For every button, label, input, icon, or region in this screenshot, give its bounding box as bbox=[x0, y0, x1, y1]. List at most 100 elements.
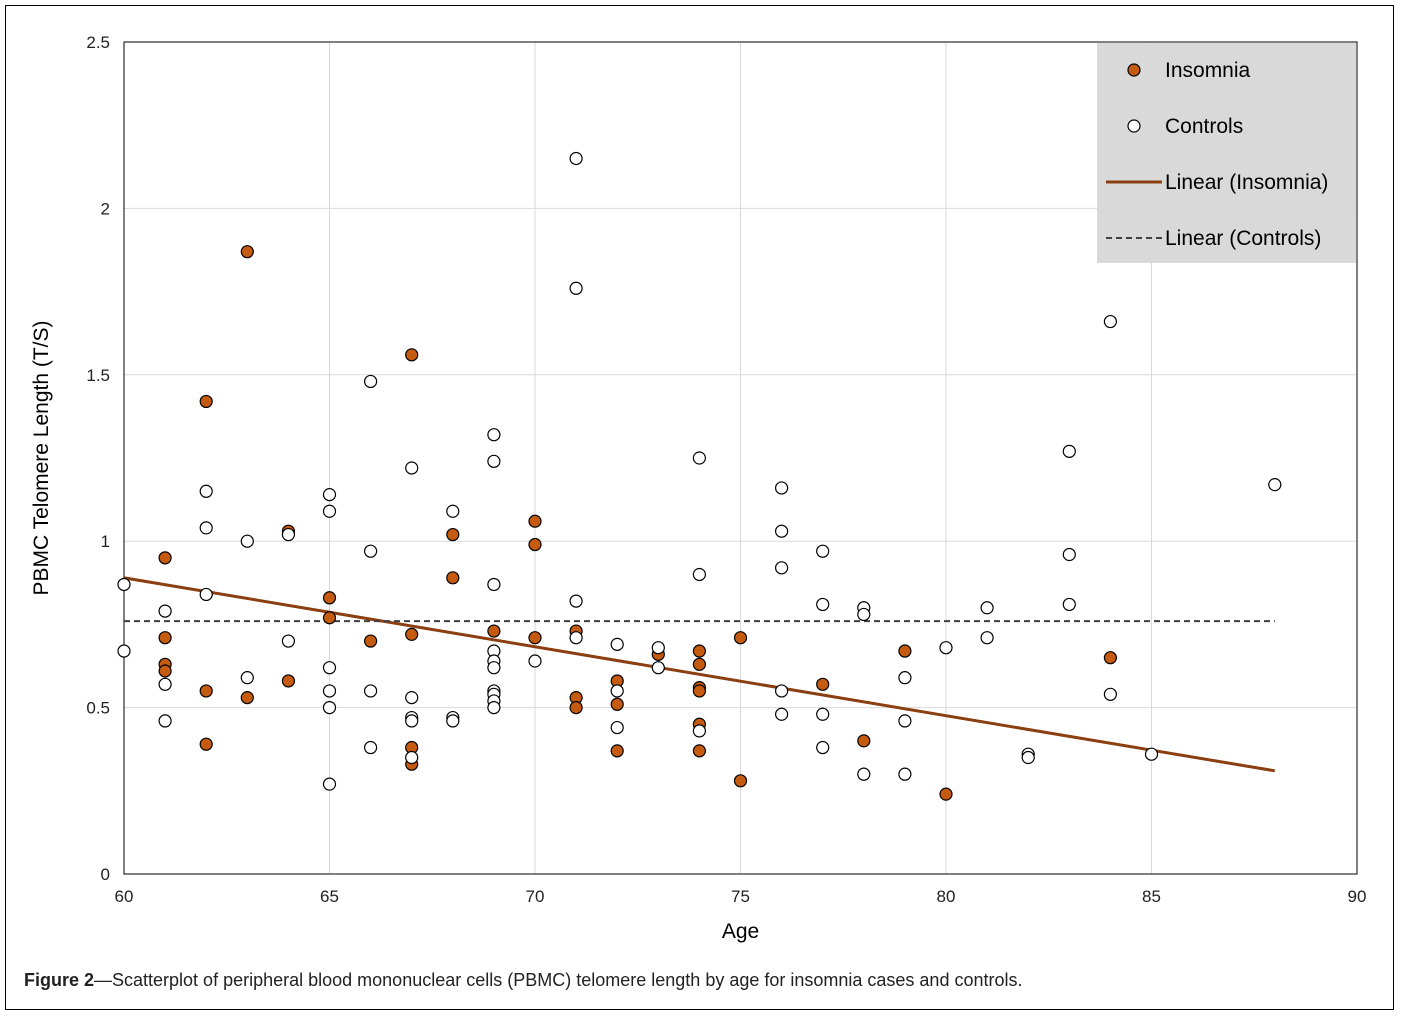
insomnia-point bbox=[322, 611, 337, 625]
legend-insomnia-marker bbox=[1127, 63, 1141, 77]
control-point bbox=[281, 634, 295, 648]
control-point bbox=[816, 597, 830, 612]
control-point bbox=[487, 577, 501, 592]
control-point bbox=[692, 451, 707, 465]
control-point bbox=[980, 601, 994, 615]
control-point bbox=[1268, 478, 1282, 492]
control-point bbox=[610, 720, 624, 735]
control-point bbox=[1062, 597, 1076, 612]
control-point bbox=[199, 587, 213, 602]
control-point bbox=[651, 641, 665, 655]
plot-area-border bbox=[123, 41, 1358, 875]
insomnia-point bbox=[405, 627, 419, 641]
insomnia-point bbox=[610, 744, 624, 758]
insomnia-point bbox=[240, 691, 254, 705]
insomnia-point bbox=[528, 514, 542, 528]
control-point bbox=[240, 671, 254, 685]
control-point bbox=[1144, 747, 1159, 761]
control-point bbox=[898, 767, 912, 781]
control-point bbox=[281, 527, 295, 542]
figure-frame bbox=[5, 5, 1394, 1010]
control-point bbox=[610, 684, 624, 698]
control-point bbox=[117, 644, 131, 658]
legend-controls: Controls bbox=[1127, 115, 1243, 138]
control-point bbox=[446, 504, 460, 518]
control-point bbox=[446, 714, 460, 728]
control-point bbox=[364, 544, 378, 558]
insomnia-point bbox=[199, 684, 213, 698]
x-tick-label: 60 bbox=[115, 887, 134, 906]
tick-labels: 60 65 70 75 80 85 90 0 0.5 1 1.5 2 2.5 bbox=[86, 33, 1366, 906]
control-point bbox=[816, 544, 830, 558]
control-point bbox=[322, 777, 337, 791]
insomnia-point bbox=[528, 631, 542, 645]
insomnia-point bbox=[158, 551, 172, 565]
control-point bbox=[774, 524, 789, 538]
control-point bbox=[528, 654, 542, 668]
insomnia-point bbox=[158, 631, 172, 645]
legend-items: Insomnia Controls Linear (Insomnia) Linear … bbox=[1106, 59, 1328, 250]
control-point bbox=[117, 577, 131, 592]
control-point bbox=[405, 461, 419, 475]
insomnia-point bbox=[446, 527, 460, 542]
control-point bbox=[158, 714, 172, 728]
data-points bbox=[117, 151, 1282, 801]
insomnia-trendline bbox=[123, 576, 1276, 773]
control-point bbox=[1062, 444, 1076, 458]
x-tick-label: 70 bbox=[526, 887, 545, 906]
insomnia-point bbox=[364, 634, 378, 648]
insomnia-point bbox=[816, 677, 830, 691]
insomnia-point bbox=[446, 571, 460, 585]
insomnia-point bbox=[487, 624, 501, 638]
insomnia-point bbox=[733, 774, 748, 788]
control-point bbox=[569, 594, 583, 608]
legend-linear-insomnia: Linear (Insomnia) bbox=[1106, 171, 1328, 194]
insomnia-point bbox=[939, 787, 953, 801]
scatter-chart: 60 65 70 75 80 85 90 0 0.5 1 1.5 2 2.5 Age PBMC Telo… bbox=[30, 33, 1366, 943]
x-tick-label: 90 bbox=[1348, 887, 1367, 906]
control-point bbox=[1021, 750, 1035, 765]
legend-controls-label: Controls bbox=[1165, 115, 1243, 138]
caption-label: Figure 2 bbox=[24, 970, 95, 990]
insomnia-point bbox=[569, 700, 583, 715]
control-point bbox=[322, 700, 337, 715]
control-point bbox=[774, 707, 789, 721]
insomnia-point bbox=[692, 644, 707, 658]
control-point bbox=[774, 481, 789, 495]
legend-controls-marker bbox=[1127, 119, 1141, 133]
insomnia-point bbox=[528, 537, 542, 552]
insomnia-point bbox=[281, 674, 295, 688]
insomnia-point bbox=[857, 734, 871, 748]
insomnia-point bbox=[692, 657, 707, 671]
legend-insomnia: Insomnia bbox=[1127, 59, 1251, 82]
control-point bbox=[1103, 314, 1118, 329]
control-point bbox=[651, 661, 665, 675]
control-point bbox=[816, 740, 830, 755]
control-point bbox=[158, 604, 172, 618]
insomnia-point bbox=[199, 394, 213, 409]
control-point bbox=[898, 714, 912, 728]
figure-caption: Figure 2—Scatterplot of peripheral blood… bbox=[24, 970, 1022, 991]
insomnia-point bbox=[898, 644, 912, 658]
control-point bbox=[364, 374, 378, 389]
caption-text: —Scatterplot of peripheral blood mononuc… bbox=[94, 970, 1023, 990]
insomnia-point bbox=[322, 591, 337, 605]
insomnia-point bbox=[405, 348, 419, 362]
insomnia-point bbox=[733, 631, 748, 645]
control-point bbox=[199, 521, 213, 535]
control-point bbox=[322, 504, 337, 518]
control-point bbox=[569, 151, 583, 166]
y-tick-label: 1.5 bbox=[86, 366, 110, 385]
control-point bbox=[199, 484, 213, 498]
y-axis-title: PBMC Telomere Length (T/S) bbox=[30, 320, 53, 595]
control-point bbox=[692, 724, 707, 738]
control-point bbox=[364, 740, 378, 755]
control-point bbox=[692, 567, 707, 582]
control-point bbox=[569, 631, 583, 645]
control-point bbox=[569, 281, 583, 295]
x-tick-label: 85 bbox=[1142, 887, 1161, 906]
control-point bbox=[322, 684, 337, 698]
legend-background bbox=[1097, 43, 1356, 263]
legend-linear-insomnia-label: Linear (Insomnia) bbox=[1165, 171, 1328, 194]
control-point bbox=[487, 428, 501, 442]
